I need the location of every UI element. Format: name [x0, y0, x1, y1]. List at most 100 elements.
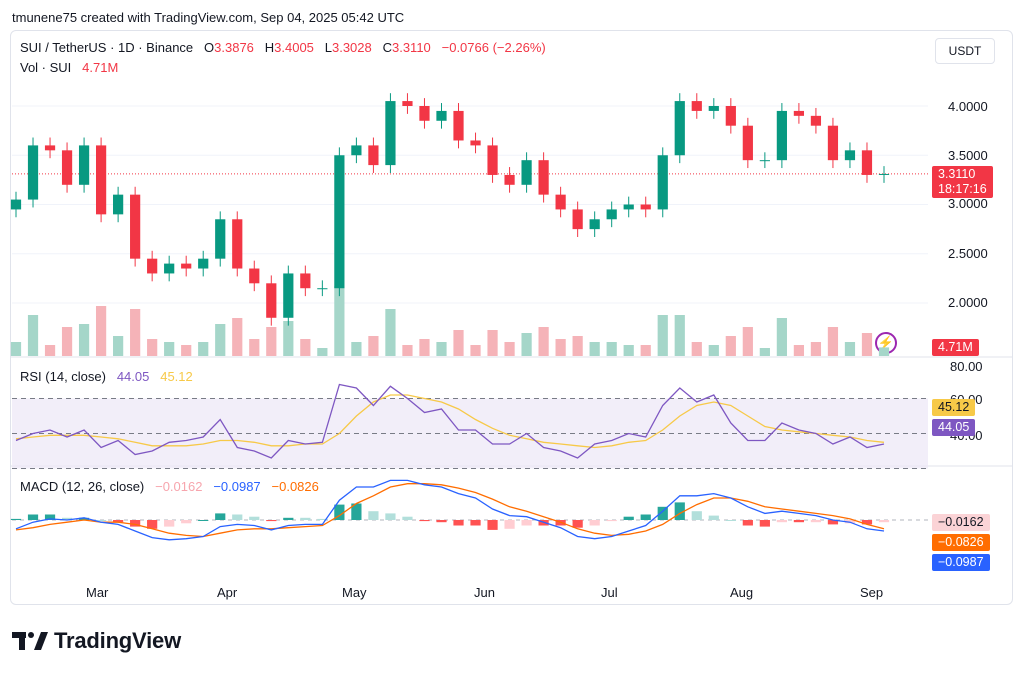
time-axis-label: Mar [86, 585, 109, 600]
candle-body [283, 273, 294, 318]
price-axis-label: 2.5000 [948, 246, 988, 261]
volume-bar [436, 342, 447, 356]
chart-caption: tmunene75 created with TradingView.com, … [12, 10, 405, 25]
volume-bar [776, 318, 787, 356]
macd-histogram-bar [691, 511, 702, 520]
volume-value: 4.71M [82, 60, 119, 75]
macd-histogram-bar [232, 514, 243, 520]
volume-tag: 4.71M [932, 339, 979, 356]
rsi-ma-tag: 45.12 [932, 399, 976, 416]
macd-line-tag: −0.0987 [932, 554, 990, 571]
change-value: −0.0766 (−2.26%) [441, 40, 546, 55]
last-price-tag: 3.3110 18:17:16 [932, 166, 993, 198]
volume-bar [300, 339, 311, 356]
volume-bar [181, 345, 192, 356]
volume-bar [759, 348, 770, 356]
volume-bar [521, 333, 532, 356]
macd-histogram-bar [521, 520, 532, 526]
brand-name: TradingView [54, 628, 181, 653]
candle-body [521, 160, 532, 185]
macd-hist-value: −0.0162 [155, 479, 203, 494]
candle-body [861, 150, 873, 175]
candle-body [198, 258, 209, 269]
macd-histogram-bar [793, 520, 805, 523]
tradingview-logo[interactable]: TradingView [12, 628, 181, 654]
macd-label[interactable]: MACD (12, 26, close) [20, 479, 145, 494]
close-label: C [382, 40, 392, 55]
candle-body [810, 115, 822, 126]
symbol-legend: SUI / TetherUS · 1D · Binance O3.3876 H3… [20, 40, 546, 55]
macd-histogram-bar [759, 520, 770, 527]
volume-bar [266, 327, 277, 356]
macd-histogram-bar [266, 520, 277, 522]
volume-bar [572, 336, 583, 356]
macd-histogram-bar [317, 518, 328, 520]
volume-bar [78, 324, 90, 356]
macd-histogram-bar [572, 520, 583, 528]
low-label: L [324, 40, 332, 55]
volume-bar [708, 345, 719, 356]
candle-body [232, 219, 243, 269]
time-axis-label: Aug [730, 585, 754, 600]
candle-body [589, 219, 600, 230]
currency-selector[interactable]: USDT [935, 38, 995, 64]
macd-histogram-bar [725, 520, 736, 521]
candle-body [147, 258, 158, 274]
rsi-label[interactable]: RSI (14, close) [20, 369, 106, 384]
time-axis-label: Jul [601, 585, 618, 600]
volume-bar [164, 342, 175, 356]
rsi-pane [12, 383, 928, 469]
volume-bar [793, 345, 805, 356]
candle-body [402, 101, 413, 106]
macd-histogram-bar [385, 513, 396, 520]
price-axis-label: 3.0000 [948, 196, 988, 211]
symbol-name[interactable]: SUI / TetherUS · 1D · Binance [20, 40, 194, 55]
open-value: 3.3876 [214, 40, 254, 55]
volume-bar [504, 342, 515, 356]
volume-bar [419, 339, 430, 356]
low-value: 3.3028 [331, 40, 372, 55]
macd-histogram-bar [130, 520, 141, 527]
macd-histogram-bar [606, 520, 617, 522]
candle-body [555, 194, 566, 210]
macd-histogram-bar [164, 520, 175, 527]
volume-bar [61, 327, 73, 356]
candle-body [95, 145, 107, 215]
macd-histogram-bar [640, 514, 651, 520]
rsi-legend: RSI (14, close) 44.05 45.12 [20, 369, 193, 384]
candle-body [453, 110, 464, 141]
candle-body [776, 110, 787, 161]
macd-histogram-bar [27, 514, 39, 520]
volume-bar [402, 345, 413, 356]
rsi-band [12, 398, 928, 469]
macd-histogram-bar [147, 520, 158, 529]
candle-body [61, 150, 73, 185]
macd-histogram-bar [776, 520, 787, 523]
volume-bar [10, 342, 22, 356]
candle-body [10, 199, 22, 210]
rsi-ma-value: 45.12 [160, 369, 193, 384]
time-axis-label: Apr [217, 585, 238, 600]
macd-histogram-bar [351, 503, 362, 520]
volume-bar [215, 324, 226, 356]
candle-body [215, 219, 226, 259]
volume-legend: Vol · SUI 4.71M [20, 60, 118, 75]
macd-histogram-bar [470, 520, 481, 526]
macd-histogram-bar [436, 520, 447, 523]
candle-body [572, 209, 583, 230]
price-axis-label: 2.0000 [948, 295, 988, 310]
macd-hist-tag: −0.0162 [932, 514, 990, 531]
candle-body [793, 110, 805, 116]
price-axis-label: 4.0000 [948, 99, 988, 114]
volume-bar [27, 315, 39, 356]
volume-bar [844, 342, 856, 356]
chart-frame [10, 30, 1013, 605]
macd-histogram-bar [657, 506, 668, 520]
volume-label[interactable]: Vol · SUI [20, 60, 72, 75]
candle-body [334, 155, 345, 289]
candle-body [623, 204, 634, 210]
volume-bar [283, 321, 294, 356]
volume-bar [113, 336, 124, 356]
candlestick-series [10, 93, 890, 326]
